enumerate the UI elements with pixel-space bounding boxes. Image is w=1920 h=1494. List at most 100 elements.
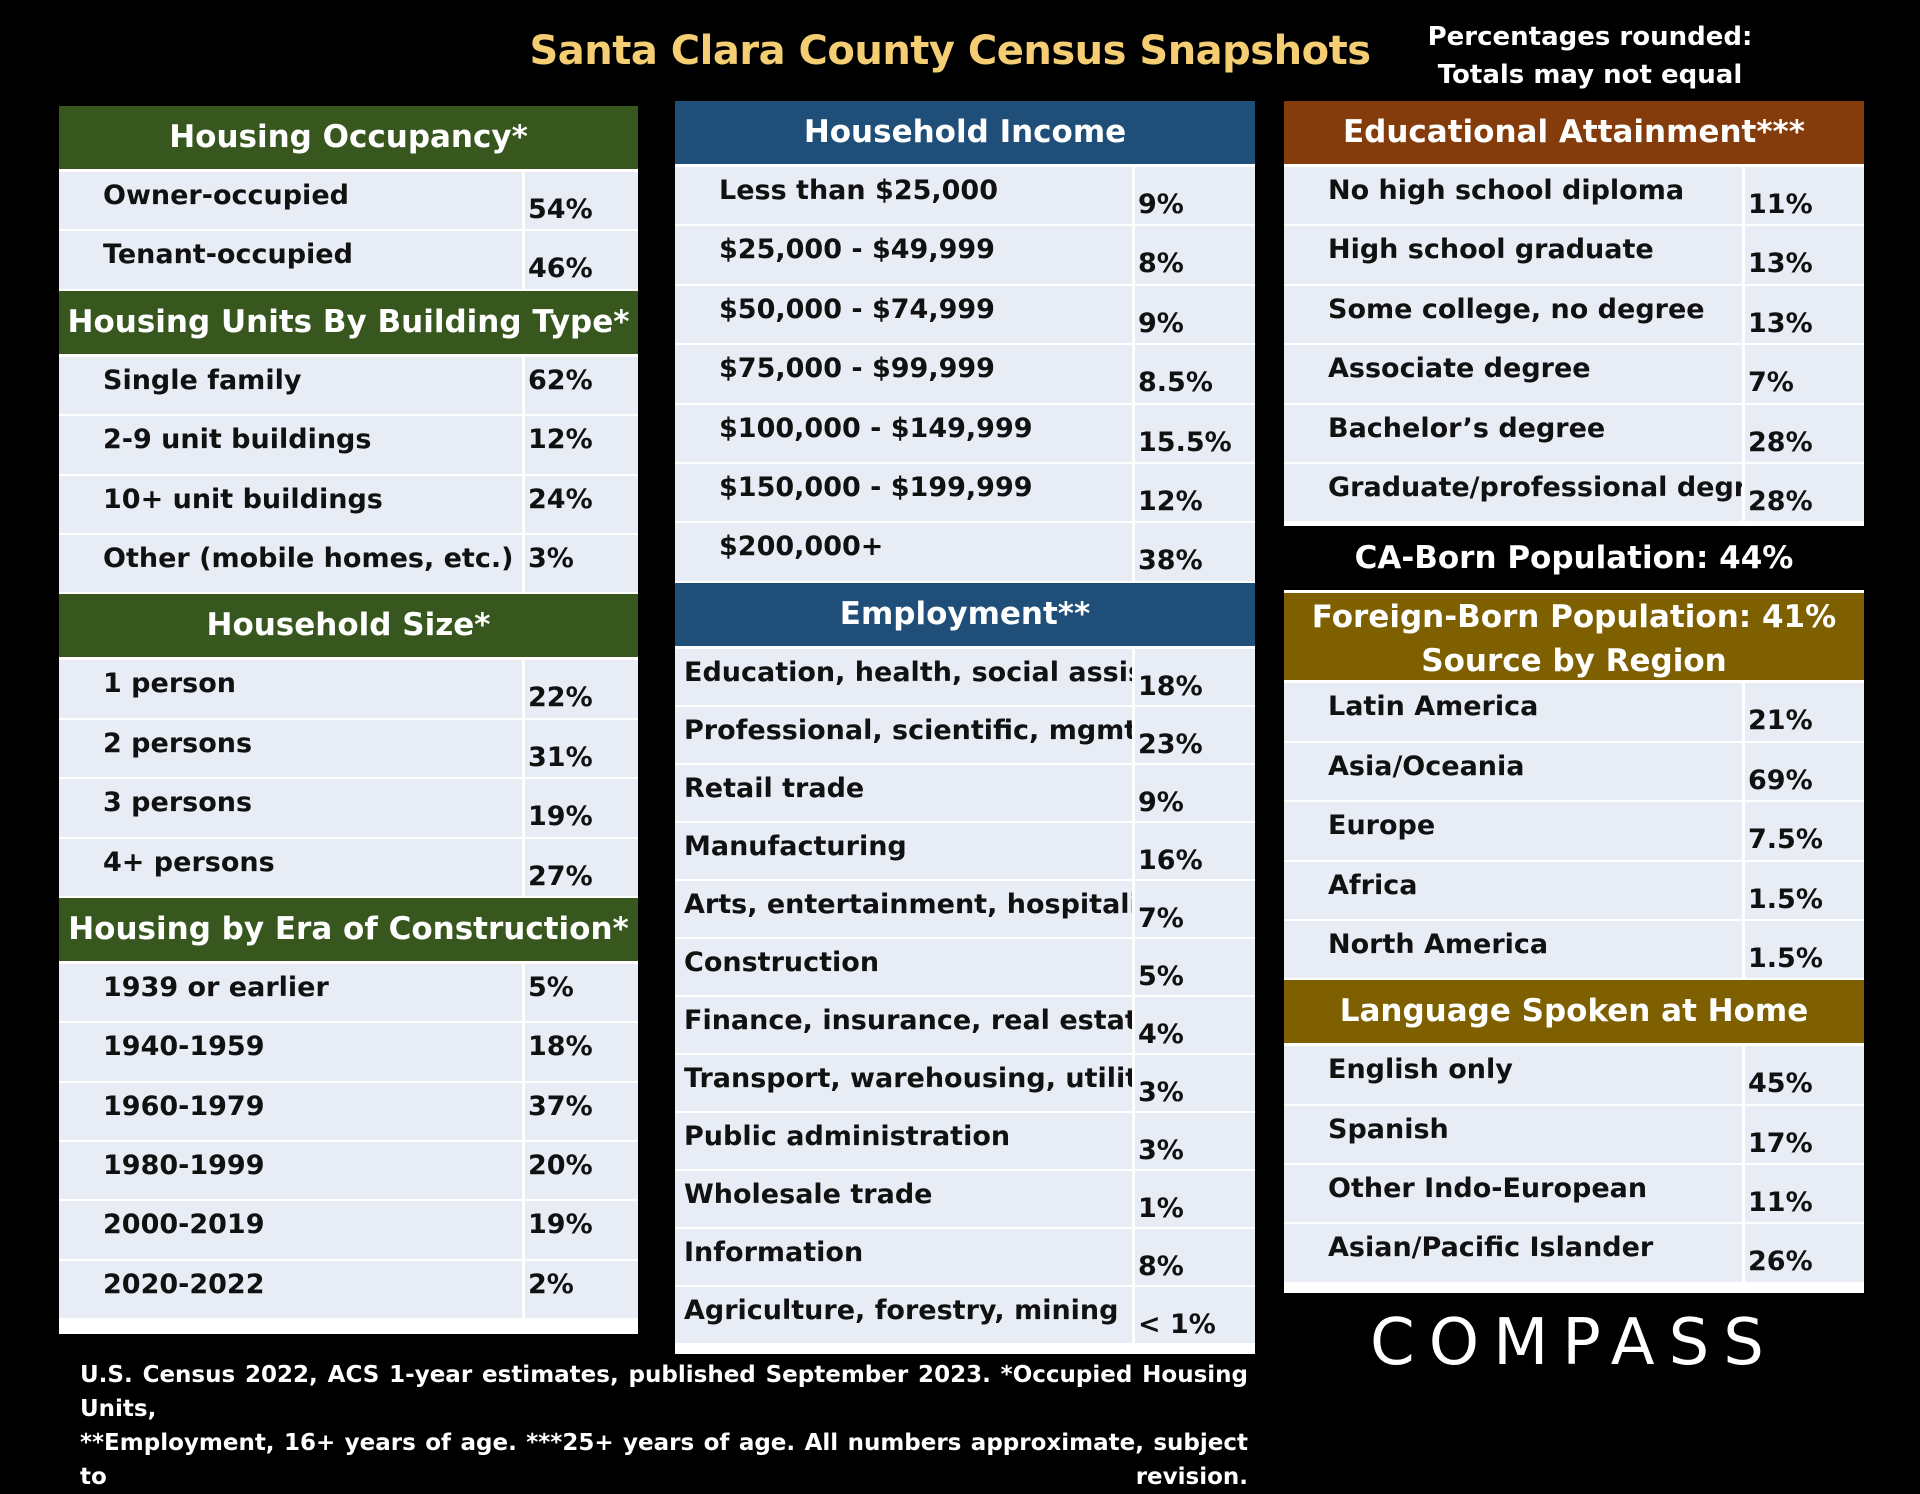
table-row: Wholesale trade 1% (675, 1170, 1255, 1229)
row-label: Some college, no degree (1284, 285, 1745, 344)
row-label: 2-9 unit buildings (59, 416, 525, 474)
row-value: 3% (1138, 1134, 1184, 1166)
employment-header: Employment** (675, 582, 1255, 649)
row-label: $200,000+ (675, 523, 1135, 581)
row-value: 28% (1748, 485, 1813, 517)
row-label: North America (1284, 920, 1745, 979)
row-value: 23% (1138, 728, 1203, 760)
row-value: < 1% (1138, 1308, 1216, 1340)
table-row: Public administration 3% (675, 1112, 1255, 1171)
table-row: Other (mobile homes, etc.) 3% (59, 534, 638, 595)
table-row: Latin America 21% (1284, 683, 1864, 743)
row-label: 2000-2019 (59, 1201, 525, 1259)
row-label: High school graduate (1284, 226, 1745, 284)
table-row: Education, health, social assist. 18% (675, 648, 1255, 707)
row-label: Europe (1284, 802, 1745, 860)
compass-logo: COMPASS (1370, 1306, 1778, 1380)
row-value: 1% (1138, 1192, 1184, 1224)
row-label: Asia/Oceania (1284, 742, 1745, 801)
row-value: 9% (1138, 786, 1184, 818)
table-row: $75,000 - $99,999 8.5% (675, 345, 1255, 405)
table-row: Asian/Pacific Islander 26% (1284, 1224, 1864, 1284)
row-value: 16% (1138, 844, 1203, 876)
table-row: Bachelor’s degree 28% (1284, 404, 1864, 464)
table-row: 1 person 22% (59, 660, 638, 720)
left-column: Housing Occupancy* Owner-occupied 54% Ten… (59, 106, 638, 1334)
row-label: 3 persons (59, 779, 525, 837)
row-label: $100,000 - $149,999 (675, 404, 1135, 462)
row-value: 3% (528, 542, 574, 574)
table-row: Construction 5% (675, 938, 1255, 997)
row-label: 1980-1999 (59, 1142, 525, 1200)
row-value: 18% (528, 1031, 593, 1063)
row-label: Agriculture, forestry, mining (675, 1286, 1135, 1343)
row-value: 18% (1138, 670, 1203, 702)
row-value: 24% (528, 483, 593, 515)
row-label: Asian/Pacific Islander (1284, 1224, 1745, 1282)
table-row: Manufacturing 16% (675, 822, 1255, 881)
row-value: 19% (528, 801, 593, 833)
row-label: Less than $25,000 (675, 167, 1135, 225)
footnote-line-2: **Employment, 16+ years of age. ***25+ y… (80, 1430, 1248, 1490)
row-label: Spanish (1284, 1105, 1745, 1164)
table-row: Single family 62% (59, 356, 638, 417)
row-value: 11% (1748, 1187, 1813, 1219)
row-value: 7% (1748, 367, 1794, 399)
table-row: English only 45% (1284, 1046, 1864, 1106)
row-label: No high school diploma (1284, 167, 1745, 225)
row-label: Transport, warehousing, utilities (675, 1054, 1135, 1111)
table-row: $150,000 - $199,999 12% (675, 463, 1255, 524)
row-value: 26% (1748, 1246, 1813, 1278)
row-label: Information (675, 1228, 1135, 1285)
table-row: No high school diploma 11% (1284, 167, 1864, 227)
page-title: Santa Clara County Census Snapshots (529, 28, 1371, 74)
row-label: 1940-1959 (59, 1023, 525, 1081)
table-row: Agriculture, forestry, mining < 1% (675, 1286, 1255, 1345)
row-label: 4+ persons (59, 838, 525, 896)
rounding-note-line-1: Percentages rounded: (1427, 22, 1753, 52)
table-row: $50,000 - $74,999 9% (675, 285, 1255, 346)
row-label: $150,000 - $199,999 (675, 463, 1135, 522)
household-size-header: Household Size* (59, 594, 638, 661)
table-row: 10+ unit buildings 24% (59, 475, 638, 535)
table-row: $100,000 - $149,999 15.5% (675, 404, 1255, 464)
row-label: Wholesale trade (675, 1170, 1135, 1227)
ca-born-banner: CA-Born Population: 44% (1284, 523, 1864, 594)
row-value: 12% (1138, 485, 1203, 517)
row-label: Associate degree (1284, 345, 1745, 403)
row-value: 54% (528, 194, 593, 225)
row-value: 1.5% (1748, 942, 1823, 974)
foreign-born-header: Foreign-Born Population: 41% Source by R… (1284, 593, 1864, 684)
table-row: 4+ persons 27% (59, 838, 638, 898)
row-value: 9% (1138, 189, 1184, 220)
table-row: Professional, scientific, mgmt. 23% (675, 706, 1255, 765)
table-row: Less than $25,000 9% (675, 167, 1255, 227)
row-label: Bachelor’s degree (1284, 404, 1745, 462)
table-row: High school graduate 13% (1284, 226, 1864, 286)
table-row: 3 persons 19% (59, 779, 638, 839)
middle-column: Household Income Less than $25,000 9% $25… (675, 101, 1255, 1354)
education-header: Educational Attainment*** (1284, 101, 1864, 167)
row-value: 45% (1748, 1068, 1813, 1100)
table-row: 1980-1999 20% (59, 1142, 638, 1202)
row-label: Graduate/professional degree (1284, 463, 1745, 522)
table-row: 2020-2022 2% (59, 1260, 638, 1321)
row-label: Public administration (675, 1112, 1135, 1169)
row-value: 15.5% (1138, 426, 1232, 458)
row-value: 11% (1748, 189, 1813, 220)
construction-era-header: Housing by Era of Construction* (59, 897, 638, 964)
row-value: 37% (528, 1090, 593, 1122)
table-row: $25,000 - $49,999 8% (675, 226, 1255, 286)
table-row: Owner-occupied 54% (59, 172, 638, 232)
table-row: 2 persons 31% (59, 719, 638, 780)
table-row: 2000-2019 19% (59, 1201, 638, 1261)
row-value: 5% (528, 971, 574, 1003)
row-value: 8.5% (1138, 367, 1213, 399)
table-row: Spanish 17% (1284, 1105, 1864, 1166)
row-label: Education, health, social assist. (675, 648, 1135, 705)
row-value: 2% (528, 1268, 574, 1300)
table-row: Information 8% (675, 1228, 1255, 1287)
row-label: $25,000 - $49,999 (675, 226, 1135, 284)
row-value: 21% (1748, 705, 1813, 737)
household-income-header: Household Income (675, 101, 1255, 167)
